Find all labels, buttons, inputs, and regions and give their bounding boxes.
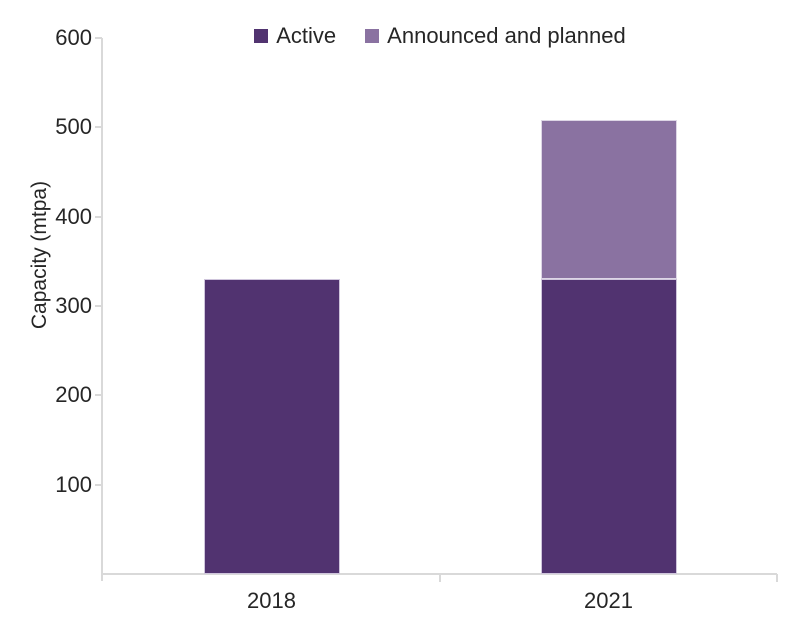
bar-segment-announced-and-planned-2021 <box>540 120 677 280</box>
x-category-label: 2021 <box>584 588 633 613</box>
y-tick-mark <box>95 305 102 307</box>
y-tick-label: 400 <box>55 203 92 229</box>
y-tick-label: 500 <box>55 114 92 140</box>
chart-legend: Active Announced and planned <box>103 22 777 50</box>
x-tick-mark <box>439 574 441 582</box>
bar-segment-active-2021 <box>540 279 677 574</box>
legend-label: Announced and planned <box>387 23 626 48</box>
y-tick-mark <box>95 126 102 129</box>
y-tick-label: 100 <box>55 471 92 497</box>
legend-label: Active <box>276 23 337 48</box>
y-tick-mark <box>95 215 102 218</box>
y-tick-label: 200 <box>55 382 92 408</box>
y-tick-label: 600 <box>55 25 92 50</box>
legend-swatch-icon <box>365 29 380 43</box>
y-tick-label: 300 <box>55 293 92 318</box>
legend-swatch-icon <box>254 29 269 43</box>
x-tick-mark <box>776 574 778 582</box>
y-axis-line <box>101 38 103 581</box>
legend-item-1: Announced and planned <box>365 23 626 49</box>
y-tick-mark <box>95 37 102 39</box>
bar-segment-active-2018 <box>203 279 340 574</box>
x-category-label: 2018 <box>247 588 296 613</box>
y-tick-mark <box>95 394 102 397</box>
y-tick-mark <box>95 483 102 486</box>
legend-item-0: Active <box>254 23 336 49</box>
